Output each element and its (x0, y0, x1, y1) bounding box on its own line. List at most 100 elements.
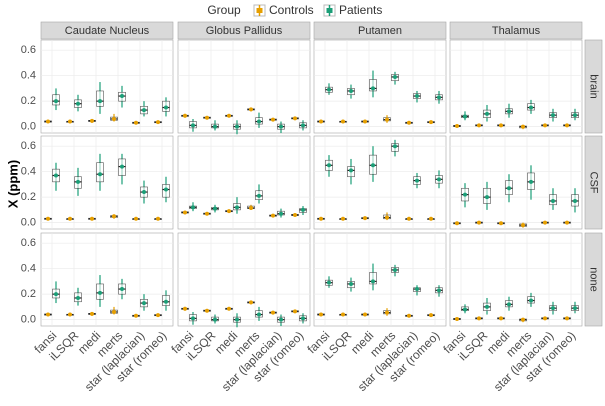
mean-point (279, 124, 283, 129)
y-tick-label: 0.4 (21, 263, 36, 275)
mean-point (543, 123, 547, 128)
mean-point (529, 298, 533, 303)
mean-point (429, 120, 433, 125)
mean-point (112, 309, 116, 314)
mean-point (551, 306, 555, 311)
mean-point (463, 307, 467, 312)
y-tick-label: 0.6 (21, 140, 36, 152)
mean-point (385, 117, 389, 122)
mean-point (257, 119, 261, 124)
strip (313, 21, 447, 40)
mean-point (529, 179, 533, 184)
mean-point (46, 216, 50, 221)
mean-point (341, 312, 345, 317)
mean-point (477, 123, 481, 128)
y-axis-title: X (ppm) (5, 160, 20, 208)
mean-point (183, 210, 187, 215)
mean-point (98, 290, 102, 295)
box (369, 79, 377, 92)
mean-point (551, 198, 555, 203)
mean-point (363, 119, 367, 124)
mean-point (271, 117, 275, 122)
mean-point (319, 216, 323, 221)
mean-point (54, 292, 58, 297)
mean-point (551, 113, 555, 118)
mean-point (156, 313, 160, 318)
mean-point (415, 178, 419, 183)
mean-point (227, 306, 231, 311)
mean-point (573, 306, 577, 311)
mean-point (363, 312, 367, 317)
mean-point (183, 306, 187, 311)
mean-point (235, 205, 239, 210)
legend-label: Controls (269, 3, 314, 17)
mean-point (393, 144, 397, 149)
mean-point (54, 99, 58, 104)
mean-point (529, 105, 533, 110)
mean-point (257, 312, 261, 317)
panel (40, 232, 174, 327)
y-tick-label: 0.4 (21, 70, 36, 82)
mean-point (191, 123, 195, 128)
mean-point (477, 316, 481, 321)
mean-point (213, 124, 217, 129)
strip (177, 21, 311, 40)
mean-point (327, 280, 331, 285)
mean-point (134, 216, 138, 221)
mean-point (257, 193, 261, 198)
mean-point (183, 113, 187, 118)
mean-point (293, 309, 297, 314)
mean-point (76, 179, 80, 184)
mean-point (415, 287, 419, 292)
mean-point (120, 94, 124, 99)
mean-point (507, 302, 511, 307)
mean-point (164, 187, 168, 192)
mean-point (46, 119, 50, 124)
mean-point (279, 211, 283, 216)
mean-point (301, 123, 305, 128)
mean-point (142, 301, 146, 306)
mean-point (213, 206, 217, 211)
mean-point (213, 317, 217, 322)
mean-point (293, 116, 297, 121)
mean-point (543, 316, 547, 321)
y-tick-label: 0.2 (21, 191, 36, 203)
mean-point (301, 316, 305, 321)
strip (584, 135, 603, 230)
mean-point (415, 94, 419, 99)
mean-point (156, 120, 160, 125)
mean-point (191, 205, 195, 210)
mean-point (455, 221, 459, 226)
mean-point (341, 216, 345, 221)
mean-point (407, 313, 411, 318)
mean-point (271, 310, 275, 315)
y-tick-label: 0.0 (21, 121, 36, 133)
mean-point (573, 198, 577, 203)
mean-point (543, 220, 547, 225)
mean-point (98, 172, 102, 177)
mean-point (142, 190, 146, 195)
mean-point (271, 213, 275, 218)
mean-point (68, 216, 72, 221)
mean-point (349, 281, 353, 286)
y-tick-label: 0.0 (21, 314, 36, 326)
column-label: Caudate Nucleus (65, 25, 150, 37)
mean-point (76, 101, 80, 106)
mean-point (319, 119, 323, 124)
mean-point (499, 221, 503, 226)
mean-point (455, 316, 459, 321)
strip (449, 21, 583, 40)
panel (40, 39, 174, 134)
mean-point (363, 216, 367, 221)
mean-point (371, 86, 375, 91)
mean-point (205, 308, 209, 313)
mean-point (205, 115, 209, 120)
panel (313, 39, 447, 134)
mean-point (142, 108, 146, 113)
mean-point (521, 223, 525, 228)
panel (449, 232, 583, 327)
column-label: Globus Pallidus (206, 25, 283, 37)
mean-point (455, 123, 459, 128)
panel (40, 135, 174, 230)
mean-point (90, 216, 94, 221)
